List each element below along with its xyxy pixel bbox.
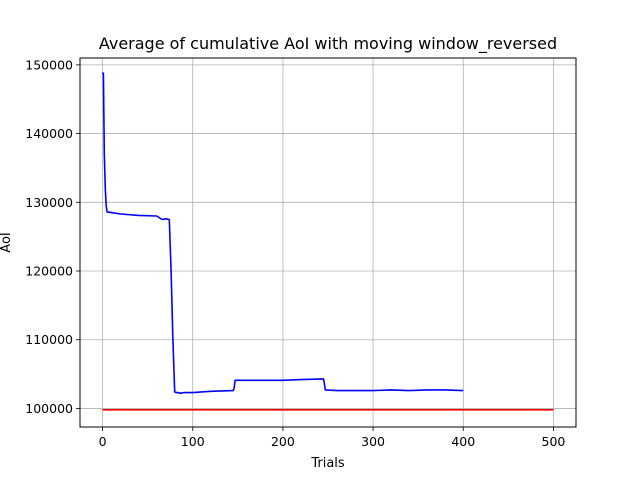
x-tick-label: 0 (99, 434, 107, 449)
x-tick-label: 400 (451, 434, 475, 449)
chart-title: Average of cumulative AoI with moving wi… (99, 34, 557, 54)
x-tick-label: 200 (271, 434, 295, 449)
plot-frame (79, 57, 577, 428)
grid (80, 58, 576, 427)
y-axis-label: AoI (0, 232, 14, 252)
x-axis-label: Trials (310, 456, 345, 471)
x-tick-label: 100 (181, 434, 205, 449)
y-tick-label: 140000 (25, 126, 73, 141)
y-tick-label: 100000 (25, 401, 73, 416)
ticks: 0 100 200 300 400 500 100000 110000 120000 130000… (25, 57, 565, 449)
series-group (101, 71, 554, 411)
x-tick-label: 300 (361, 434, 385, 449)
y-tick-label: 130000 (25, 195, 73, 210)
y-tick-label: 110000 (25, 332, 73, 347)
series-line-1 (101, 71, 464, 395)
y-tick-label: 150000 (25, 57, 73, 72)
y-tick-label: 120000 (25, 264, 73, 279)
x-tick-label: 500 (542, 434, 566, 449)
